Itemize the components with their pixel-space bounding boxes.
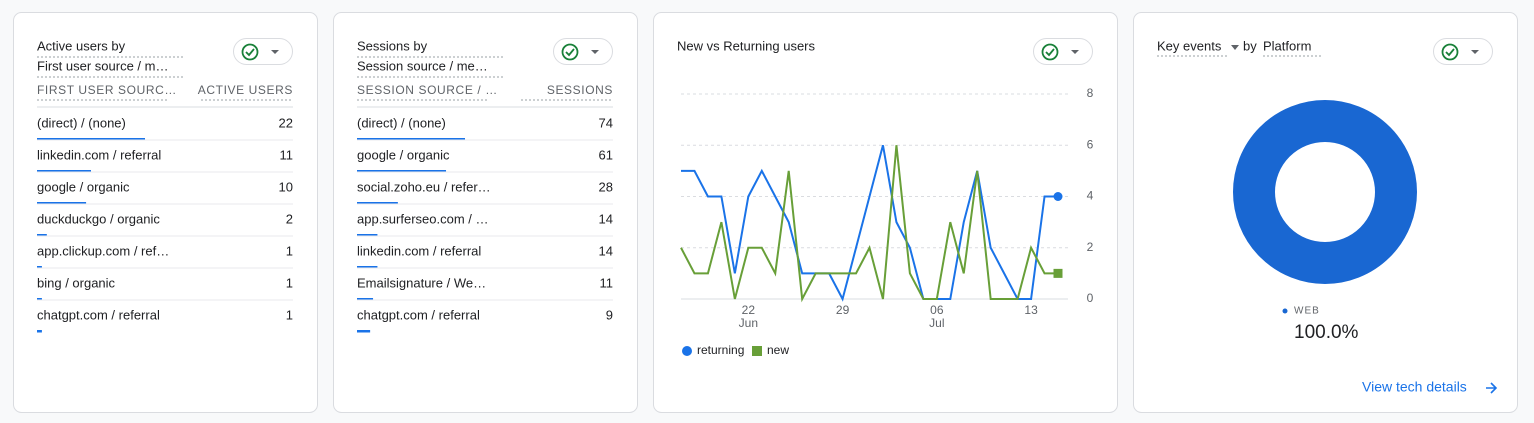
row-bar [37,138,145,141]
link[interactable]: View tech details [1362,379,1467,395]
check-icon [1441,43,1459,61]
row-label: bing / organic [37,275,116,290]
row-bar [357,298,374,301]
check-mark [245,48,255,57]
row-value: 1 [286,243,293,258]
y-tick-label: 6 [1087,137,1094,151]
chart-dimension[interactable]: Platform [1263,38,1311,53]
donut-segment [1233,100,1417,284]
check-mark [1445,48,1455,57]
row-label: (direct) / (none) [37,115,126,130]
row-value: 11 [280,147,294,162]
row-label: linkedin.com / referral [37,147,161,162]
dropdown-arrow [1071,50,1079,54]
row-value: 14 [599,211,613,226]
legend-label: returning [697,343,744,357]
column-header: FIRST USER SOURC… [37,83,177,97]
line [681,144,1058,302]
check-mark [1045,48,1055,57]
row-bar [37,298,42,301]
arrow-icon[interactable] [1486,382,1498,394]
row-bar [357,234,378,237]
row-label: Emailsignature / We… [357,275,486,290]
y-tick-label: 0 [1087,291,1094,305]
row-label: (direct) / (none) [357,115,446,130]
row-value: 28 [599,179,613,194]
x-tick-label: 13 [1024,303,1038,317]
x-tick-sublabel: Jul [929,316,944,330]
check-icon [1041,43,1059,61]
chart-title: Key events [1157,38,1222,53]
card-title: Sessions by [357,38,428,53]
row-bar [357,138,465,141]
end-marker [1053,268,1063,278]
x-tick-sublabel: Jun [739,316,758,330]
row-value: 74 [599,115,613,130]
legend-swatch [1282,308,1288,314]
end-marker [1053,192,1063,201]
row-label: app.surferseo.com / … [357,211,489,226]
legend-swatch [752,346,762,356]
dropdown-arrow [591,50,599,54]
x-tick-label: 22 [742,303,756,317]
x-tick-label: 06 [930,303,944,317]
row-label: chatgpt.com / referral [357,307,480,322]
legend-swatch [682,346,692,356]
row-label: duckduckgo / organic [37,211,160,226]
line [680,145,1058,303]
y-tick-label: 2 [1087,240,1094,254]
card-subtitle: First user source / m… [37,58,168,73]
column-header: SESSIONS [547,83,613,97]
legend-label: new [767,343,789,357]
row-value: 9 [606,307,613,322]
row-value: 61 [599,147,613,162]
row-bar [37,202,87,205]
row-bar [357,266,378,269]
row-label: google / organic [37,179,130,194]
legend-value: 100.0% [1294,322,1359,343]
row-value: 14 [599,243,613,258]
row-bar [357,330,371,333]
row-label: google / organic [357,147,450,162]
row-bar [37,266,42,269]
card [1133,12,1518,413]
row-value: 22 [279,115,293,130]
check-mark [565,48,575,57]
row-value: 2 [286,211,293,226]
card [333,12,638,413]
row-bar [357,202,398,205]
row-label: social.zoho.eu / refer… [357,179,491,194]
row-bar [357,170,447,173]
column-header: SESSION SOURCE / … [357,83,498,97]
row-label: app.clickup.com / ref… [37,243,169,258]
chart-title-connector: by [1243,38,1257,53]
card [13,12,318,413]
row-value: 1 [286,307,293,322]
card [653,12,1118,413]
dropdown-arrow[interactable] [1231,45,1239,50]
row-bar [37,330,42,333]
x-tick-label: 29 [836,303,850,317]
dropdown-arrow [1471,50,1479,54]
row-label: linkedin.com / referral [357,243,481,258]
chart-title: New vs Returning users [677,38,815,53]
row-bar [37,170,91,173]
y-tick-label: 8 [1087,86,1094,100]
card-subtitle: Session source / me… [357,58,488,73]
row-bar [37,234,47,237]
dropdown-arrow [271,50,279,54]
y-tick-label: 4 [1087,189,1094,203]
legend-label: WEB [1294,306,1320,317]
row-value: 10 [279,179,293,194]
row-value: 11 [600,275,614,290]
check-icon [561,43,579,61]
card-title: Active users by [37,38,126,53]
check-icon [241,43,259,61]
row-value: 1 [286,275,293,290]
column-header: ACTIVE USERS [198,83,293,97]
row-label: chatgpt.com / referral [37,307,160,322]
